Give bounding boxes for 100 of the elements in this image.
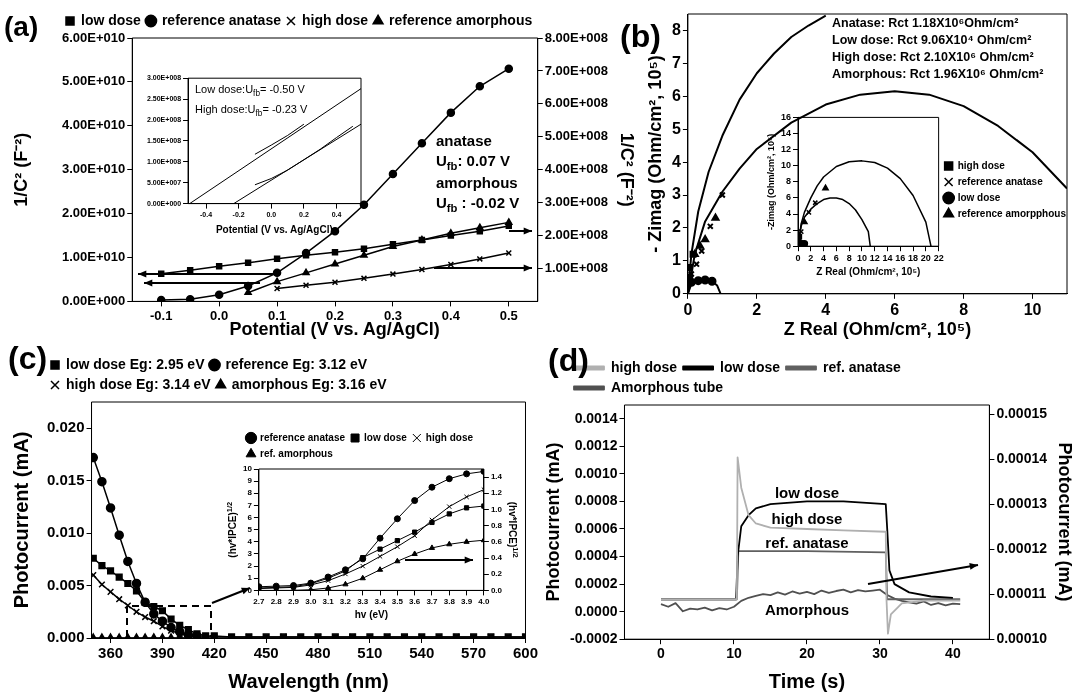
y-tick-label: 0.005 — [46, 575, 85, 593]
annotation: Anatase: Rct 1.18X10⁶Ohm/cm² — [832, 16, 1019, 31]
y-tick-label: 7 — [671, 53, 681, 71]
x-tick-label: 2.7 — [253, 597, 266, 607]
x-tick-label: 6 — [890, 300, 900, 318]
legend-label: high dose — [425, 431, 474, 443]
y2-tick-label: 0.00010 — [996, 630, 1048, 647]
x-axis-title: Z Real (Ohm/cm², 10⁵) — [783, 318, 972, 339]
legend-label: reference anatase — [260, 431, 346, 443]
legend-label: reference amorpphous — [957, 207, 1067, 219]
x-tick-label: 0.0 — [210, 307, 229, 323]
legend-label: reference amorphous — [389, 11, 533, 28]
y-tick-label: 0.0000 — [574, 602, 618, 619]
legend-label: ref. anatase — [823, 358, 902, 375]
legend-label: high dose — [957, 159, 1006, 171]
y2-tick-label: 6.00E+008 — [544, 95, 609, 111]
y-axis-title: 1/C² (F⁻²) — [10, 132, 31, 207]
y2-tick-label: 5.00E+008 — [544, 128, 609, 144]
x-tick-label: 2 — [808, 253, 814, 264]
y2-tick-label: 7.00E+008 — [544, 62, 609, 78]
y-tick-label: 0.0014 — [574, 409, 618, 426]
y2-axis-title: 1/C² (F⁻²) — [617, 132, 638, 207]
y-tick-label: 0.0002 — [574, 574, 618, 591]
y-tick-label: 0.0012 — [574, 437, 618, 454]
x-tick-label: 2.8 — [270, 597, 283, 607]
x-tick-label: 450 — [253, 644, 279, 662]
y-tick-label: 0.0004 — [574, 547, 618, 564]
y2-tick-label: 4.00E+008 — [544, 161, 609, 177]
y-tick-label: 0.000 — [46, 628, 85, 646]
y-tick-label: 0.020 — [46, 418, 85, 436]
y-tick-label: 9 — [247, 476, 253, 486]
y-tick-label: -0.0002 — [570, 630, 618, 647]
y2-tick-label: 0.00013 — [996, 494, 1048, 511]
x-tick-label: 3.0 — [305, 597, 317, 607]
y2-tick-label: 8.00E+008 — [544, 29, 609, 45]
x-tick-label: 8 — [959, 300, 969, 318]
chart-title: (c) — [8, 339, 48, 376]
y2-tick-label: 1.0 — [490, 504, 503, 514]
x-tick-label: 0.3 — [383, 307, 402, 323]
annotation: Low dose: Rct 9.06X10⁴ Ohm/cm² — [832, 33, 1032, 48]
x-tick-label: 3.6 — [409, 597, 421, 607]
x-tick-label: 20 — [799, 645, 815, 662]
x-tick-label: 0 — [683, 300, 693, 318]
annotation: High dose: Rct 2.10X10⁶ Ohm/cm² — [832, 50, 1034, 65]
x-tick-label: 18 — [908, 253, 919, 264]
y-tick-label: 4 — [247, 537, 253, 547]
y-tick-label: 0.0010 — [574, 464, 618, 481]
x-tick-label: 420 — [201, 644, 227, 662]
y-axis-title: Photocurrent (mA) — [9, 431, 32, 609]
x-tick-label: 360 — [98, 644, 124, 662]
x-tick-label: 4 — [821, 300, 831, 318]
y-tick-label: 0.010 — [46, 523, 85, 541]
x-tick-label: 10 — [856, 253, 867, 264]
annotation: amorphous — [436, 174, 518, 192]
legend-label: high dose — [611, 358, 678, 375]
x-tick-label: 20 — [920, 253, 931, 264]
annotation: Amorphous: Rct 1.96X10⁶ Ohm/cm² — [832, 67, 1044, 82]
legend-label: low dose Eg: 2.95 eV — [66, 355, 206, 372]
y2-tick-label: 0.0 — [490, 585, 503, 595]
y-tick-label: 2 — [247, 561, 253, 571]
x-tick-label: 3.5 — [391, 597, 404, 607]
x-tick-label: 390 — [149, 644, 175, 662]
y-tick-label: 10 — [781, 160, 792, 171]
x-tick-label: 3.7 — [426, 597, 439, 607]
y2-tick-label: 0.00015 — [996, 404, 1048, 421]
x-tick-label: 0 — [795, 253, 801, 264]
y-tick-label: 0 — [786, 240, 792, 251]
x-tick-label: 0 — [657, 645, 666, 662]
x-tick-label: 0.4 — [441, 307, 461, 323]
x-axis-title: Time (s) — [768, 669, 846, 692]
y-tick-label: 0 — [671, 284, 681, 302]
y2-tick-label: 0.8 — [490, 520, 503, 530]
x-tick-label: 10 — [726, 645, 742, 662]
x-tick-label: 3.9 — [461, 597, 473, 607]
annotation: anatase — [436, 132, 492, 150]
y-tick-label: 1 — [671, 251, 681, 269]
y-tick-label: 6.00E+010 — [61, 29, 126, 45]
y-axis-title: Photocurrent (mA) — [542, 442, 563, 602]
y-tick-label: 7 — [247, 500, 253, 510]
legend-label: Amorphous tube — [611, 378, 724, 395]
x-tick-label: 2.9 — [287, 597, 300, 607]
legend-label: reference anatase — [161, 11, 282, 28]
legend-label: low dose — [364, 431, 408, 443]
x-tick-label: 12 — [869, 253, 880, 264]
y-tick-label: 8 — [786, 176, 792, 187]
x-tick-label: -0.1 — [150, 307, 173, 323]
y2-tick-label: 0.6 — [490, 537, 503, 547]
y-tick-label: 8 — [671, 20, 681, 38]
annotation: high dose — [771, 510, 843, 528]
x-tick-label: 480 — [305, 644, 331, 662]
y-tick-label: 3.00E+010 — [61, 161, 126, 177]
x-tick-label: 3.8 — [443, 597, 456, 607]
y-tick-label: 3 — [247, 549, 253, 559]
y-tick-label: 1 — [247, 573, 253, 583]
x-tick-label: 3.4 — [374, 597, 387, 607]
legend-label: reference anatase — [957, 175, 1044, 187]
annotation: Amorphous — [764, 601, 850, 619]
legend-label: low dose — [720, 358, 781, 375]
y2-tick-label: 0.00011 — [996, 585, 1047, 602]
y-tick-label: 3 — [671, 185, 681, 203]
